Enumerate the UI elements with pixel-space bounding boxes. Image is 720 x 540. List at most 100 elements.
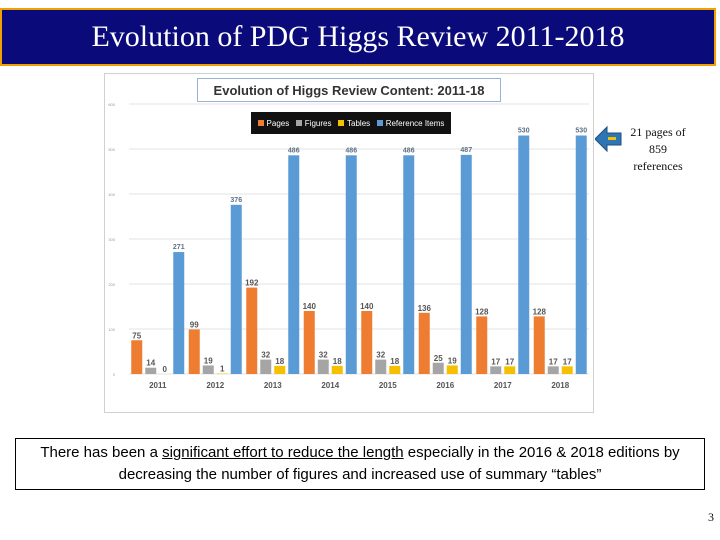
data-label-pages-2012: 99 [190,320,199,329]
data-label-pages-2017: 128 [475,307,489,316]
data-label-tables-2015: 18 [390,357,399,366]
x-tick-label: 2012 [206,381,224,390]
bar-figures-2012 [202,365,214,374]
bar-pages-2017 [476,316,488,374]
summary-note: There has been a significant effort to r… [15,438,705,490]
data-label-references-2018: 530 [575,128,587,135]
y-tick-label: 100 [108,327,115,332]
data-label-figures-2014: 32 [319,351,328,360]
data-label-tables-2017: 17 [505,357,514,366]
legend-item-pages: Pages [257,118,290,128]
legend-swatch-references [376,120,383,126]
y-tick-label: 0 [113,372,116,377]
bar-references-2016 [460,154,472,374]
x-tick-label: 2018 [551,381,569,390]
callout-line-2: 859 [649,142,667,156]
bar-figures-2014 [317,359,329,374]
summary-note-text: There has been a significant effort to r… [20,442,700,486]
callout-line-3: references [633,159,683,173]
data-label-tables-2016: 19 [448,356,457,365]
bar-references-2012 [230,204,242,374]
data-label-pages-2016: 136 [418,304,432,313]
bar-tables-2015 [389,365,401,374]
note-text-after: especially in the 2016 & 2018 editions b… [118,444,680,483]
data-label-figures-2011: 14 [146,359,155,368]
bar-figures-2013 [260,359,272,374]
callout-line-1: 21 pages of [630,125,686,139]
data-label-tables-2018: 17 [563,357,572,366]
data-label-references-2015: 486 [403,147,415,154]
data-label-references-2016: 487 [460,147,472,154]
y-tick-label: 500 [108,147,115,152]
bar-references-2018 [575,135,587,374]
note-text-before: There has been a [40,444,163,461]
bar-references-2017 [518,135,530,374]
bar-tables-2014 [331,365,343,374]
bar-figures-2018 [547,366,559,374]
x-tick-label: 2013 [264,381,282,390]
legend-swatch-pages [257,120,264,126]
data-label-references-2011: 271 [173,244,185,251]
bar-figures-2011 [145,367,157,374]
bar-tables-2017 [504,366,516,374]
y-tick-label: 600 [108,102,115,107]
data-label-pages-2015: 140 [360,302,374,311]
bar-tables-2013 [274,365,286,374]
data-label-references-2014: 486 [345,147,357,154]
chart-legend: Pages Figures Tables Reference Items [251,112,451,134]
chart-title: Evolution of Higgs Review Content: 2011-… [213,82,485,98]
bar-chart-plot: 0100200300400500600751402712011991913762… [108,102,589,390]
chart-container: Evolution of Higgs Review Content: 2011-… [104,73,594,413]
legend-item-references: Reference Items [376,118,445,128]
slide-title: Evolution of PDG Higgs Review 2011-2018 [91,20,625,53]
data-label-tables-2011: 0 [163,365,168,374]
legend-label-figures: Figures [304,118,332,128]
data-label-figures-2018: 17 [549,357,558,366]
bar-references-2013 [288,155,300,374]
note-text-underlined: significant effort to reduce the length [162,444,404,461]
bar-tables-2018 [561,366,573,374]
data-label-figures-2017: 17 [491,357,500,366]
bar-references-2015 [403,155,415,374]
data-label-figures-2012: 19 [204,356,213,365]
data-label-pages-2013: 192 [245,279,259,288]
legend-item-tables: Tables [338,119,370,128]
left-arrow-icon [595,125,622,153]
x-tick-label: 2015 [379,381,397,390]
callout-text: 21 pages of 859 references [623,124,693,175]
data-label-tables-2012: 1 [220,365,225,374]
data-label-references-2013: 486 [288,147,300,154]
x-tick-label: 2016 [436,381,454,390]
data-label-tables-2013: 18 [275,357,284,366]
data-label-tables-2014: 18 [333,357,342,366]
bar-pages-2011 [131,340,143,374]
legend-label-references: Reference Items [385,118,445,128]
legend-swatch-figures [295,120,302,126]
data-label-figures-2016: 25 [434,354,443,363]
bar-pages-2013 [246,287,258,374]
data-label-references-2017: 530 [518,128,530,135]
legend-item-figures: Figures [295,118,332,128]
data-label-pages-2014: 140 [303,302,317,311]
bar-pages-2016 [418,312,430,374]
bar-references-2014 [345,155,357,374]
bar-pages-2014 [303,311,315,374]
slide-title-bar: Evolution of PDG Higgs Review 2011-2018 [0,8,716,66]
y-tick-label: 400 [108,192,115,197]
bar-tables-2016 [446,365,458,374]
bar-figures-2016 [432,362,444,374]
data-label-pages-2018: 128 [533,307,547,316]
x-tick-label: 2014 [321,381,339,390]
bar-references-2011 [173,252,185,374]
bar-pages-2015 [361,311,373,374]
callout: 21 pages of 859 references [595,120,715,180]
y-tick-label: 200 [108,282,115,287]
legend-label-pages: Pages [266,118,290,128]
chart-title-box: Evolution of Higgs Review Content: 2011-… [197,78,501,102]
data-label-pages-2011: 75 [132,331,141,340]
x-tick-label: 2017 [494,381,512,390]
bar-pages-2018 [533,316,545,374]
data-label-figures-2013: 32 [261,351,270,360]
legend-label-tables: Tables [347,118,371,128]
bar-pages-2012 [188,329,200,374]
